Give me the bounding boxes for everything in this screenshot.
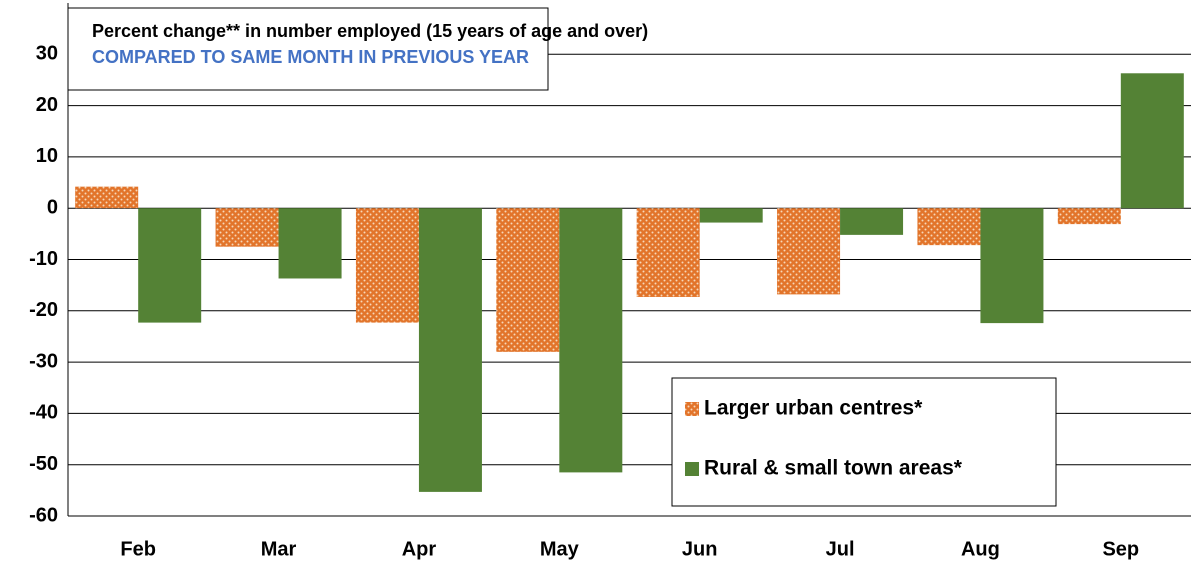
y-tick-label: 0 (47, 196, 58, 218)
legend-label: Larger urban centres* (704, 397, 923, 420)
bar (215, 208, 279, 247)
legend-box (671, 377, 1057, 507)
bar (278, 208, 342, 279)
bar (138, 208, 202, 323)
x-tick-label: Jul (826, 538, 855, 560)
bar (1057, 208, 1121, 225)
legend-label: Rural & small town areas* (704, 457, 963, 480)
y-tick-label: -10 (29, 248, 58, 270)
bar (418, 208, 482, 492)
chart-subtitle: COMPARED TO SAME MONTH IN PREVIOUS YEAR (92, 47, 529, 67)
x-tick-label: Feb (120, 538, 156, 560)
x-tick-label: Jun (682, 538, 718, 560)
legend-swatch (685, 402, 699, 416)
chart-title: Percent change** in number employed (15 … (92, 21, 648, 41)
bar (75, 186, 139, 209)
legend-swatch (685, 462, 699, 476)
bar (1120, 73, 1184, 209)
y-tick-label: -30 (29, 350, 58, 372)
bar (559, 208, 623, 473)
x-tick-label: Mar (261, 538, 297, 560)
bar (496, 208, 560, 352)
title-box (67, 7, 549, 91)
y-tick-label: 10 (36, 145, 58, 167)
y-tick-label: -20 (29, 299, 58, 321)
bar (355, 208, 419, 323)
x-tick-label: May (540, 538, 580, 560)
x-tick-label: Apr (402, 538, 437, 560)
bar (980, 208, 1044, 324)
bar (777, 208, 841, 295)
bar (917, 208, 981, 246)
bar (840, 208, 904, 235)
bar (636, 208, 700, 297)
y-tick-label: 20 (36, 94, 58, 116)
x-tick-label: Aug (961, 538, 1000, 560)
y-tick-label: -40 (29, 402, 58, 424)
bar (699, 208, 763, 223)
y-tick-label: -50 (29, 453, 58, 475)
y-tick-label: 30 (36, 43, 58, 65)
y-tick-label: -60 (29, 504, 58, 526)
x-tick-label: Sep (1102, 538, 1139, 560)
